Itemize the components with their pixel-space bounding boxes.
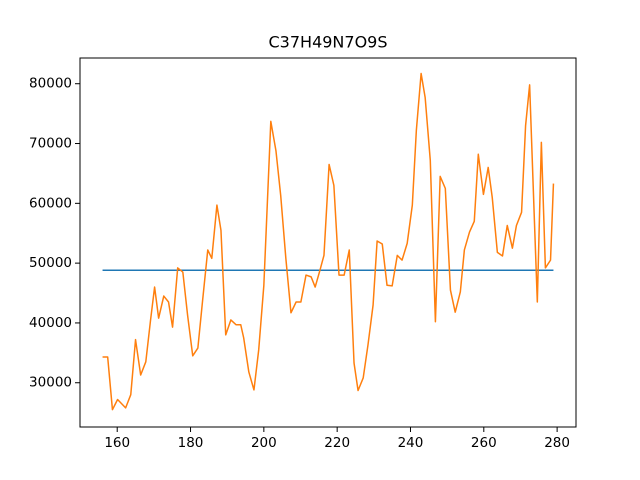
- x-tick-label: 280: [544, 435, 570, 451]
- x-tick-label: 200: [251, 435, 277, 451]
- y-tick-label: 30000: [29, 375, 72, 391]
- y-tick-label: 70000: [29, 136, 72, 152]
- chart-title: C37H49N7O9S: [269, 33, 388, 52]
- x-tick-label: 220: [324, 435, 350, 451]
- x-tick-label: 160: [104, 435, 130, 451]
- x-tick-label: 240: [398, 435, 424, 451]
- y-tick-label: 80000: [29, 76, 72, 92]
- x-tick-label: 260: [471, 435, 497, 451]
- y-tick-label: 50000: [29, 255, 72, 271]
- y-tick-label: 60000: [29, 195, 72, 211]
- x-tick-label: 180: [178, 435, 204, 451]
- y-tick-label: 40000: [29, 315, 72, 331]
- series-line: [102, 72, 555, 411]
- plot-frame: [79, 57, 577, 428]
